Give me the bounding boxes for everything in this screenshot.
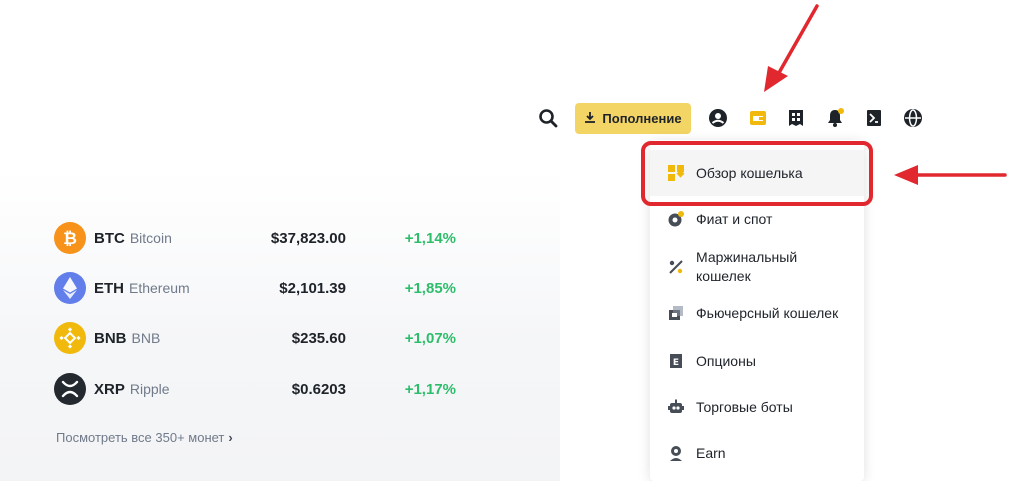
coin-name: Ethereum (129, 280, 190, 296)
coin-change: +1,17% (404, 380, 456, 398)
options-icon: E (666, 351, 686, 371)
menu-item-label: Маржинальный кошелек (696, 248, 797, 286)
bitcoin-icon: ₿ (54, 222, 86, 254)
coin-row-xrp[interactable]: XRP Ripple $0.6203 +1,17% (54, 372, 474, 406)
deposit-button[interactable]: Пополнение (575, 103, 691, 134)
menu-item-label-line2: кошелек (696, 268, 751, 284)
menu-item-label-line1: Маржинальный (696, 249, 798, 265)
menu-item-label: Фьючерсный кошелек (696, 304, 839, 321)
annotation-arrow-left (894, 165, 1007, 185)
coin-row-eth[interactable]: ETH Ethereum $2,101.39 +1,85% (54, 271, 474, 305)
bnb-icon (54, 322, 86, 354)
futures-icon (666, 303, 686, 323)
coin-change: +1,14% (404, 229, 456, 247)
xrp-icon (54, 373, 86, 405)
coin-name: Ripple (129, 381, 170, 397)
annotation-highlight-box (641, 141, 873, 206)
ethereum-icon (54, 272, 86, 304)
language-icon[interactable] (901, 106, 925, 130)
notification-icon[interactable] (823, 106, 847, 130)
coin-price: $2,101.39 (279, 279, 346, 297)
menu-item-wallet-overview[interactable]: Обзор кошелька (650, 150, 864, 196)
view-all-coins-link[interactable]: Посмотреть все 350+ монет › (56, 430, 233, 445)
orders-icon[interactable] (784, 106, 808, 130)
menu-item-label: Торговые боты (696, 398, 793, 415)
coin-row-bnb[interactable]: BNB BNB $235.60 +1,07% (54, 321, 474, 355)
coin-price: $0.6203 (291, 380, 346, 398)
menu-item-futures[interactable]: Фьючерсный кошелек (650, 296, 864, 330)
menu-item-label: Обзор кошелька (696, 164, 803, 181)
coin-price: $37,823.00 (270, 229, 346, 247)
coin-name: Bitcoin (129, 230, 172, 246)
earn-icon (666, 443, 686, 463)
menu-item-options[interactable]: E Опционы (650, 344, 864, 378)
menu-item-margin[interactable]: Маржинальный кошелек (650, 244, 864, 290)
chevron-right-icon: › (228, 430, 233, 445)
menu-item-earn[interactable]: Earn (650, 436, 864, 470)
coin-symbol: BTC (94, 229, 125, 247)
account-icon[interactable] (706, 106, 730, 130)
deposit-label: Пополнение (602, 111, 682, 126)
svg-text:E: E (673, 358, 679, 368)
wallet-overview-icon (666, 163, 686, 183)
coin-symbol: BNB (94, 329, 127, 347)
annotation-arrow-down (764, 4, 819, 92)
download-icon (584, 111, 596, 126)
trading-bots-icon (666, 397, 686, 417)
coin-row-btc[interactable]: ₿ BTC Bitcoin $37,823.00 +1,14% (54, 221, 474, 255)
coin-price: $235.60 (291, 329, 346, 347)
market-panel (0, 170, 560, 481)
fiat-spot-icon (666, 209, 686, 229)
svg-text:₿: ₿ (63, 229, 77, 249)
view-all-label: Посмотреть все 350+ монет (56, 430, 225, 445)
search-icon[interactable] (536, 106, 560, 130)
coin-symbol: XRP (94, 380, 125, 398)
coin-name: BNB (131, 330, 161, 346)
menu-item-label: Фиат и спот (696, 210, 773, 227)
margin-icon (666, 257, 686, 277)
menu-item-label: Earn (696, 444, 726, 461)
coin-symbol: ETH (94, 279, 124, 297)
wallet-dropdown-menu: Обзор кошелька Фиат и спот Маржинальный … (650, 140, 864, 481)
wallet-icon[interactable] (746, 106, 770, 130)
coin-change: +1,85% (404, 279, 456, 297)
download-app-icon[interactable] (862, 106, 886, 130)
menu-item-fiat-spot[interactable]: Фиат и спот (650, 202, 864, 236)
menu-item-trading-bots[interactable]: Торговые боты (650, 390, 864, 424)
coin-change: +1,07% (404, 329, 456, 347)
menu-item-label: Опционы (696, 352, 756, 369)
